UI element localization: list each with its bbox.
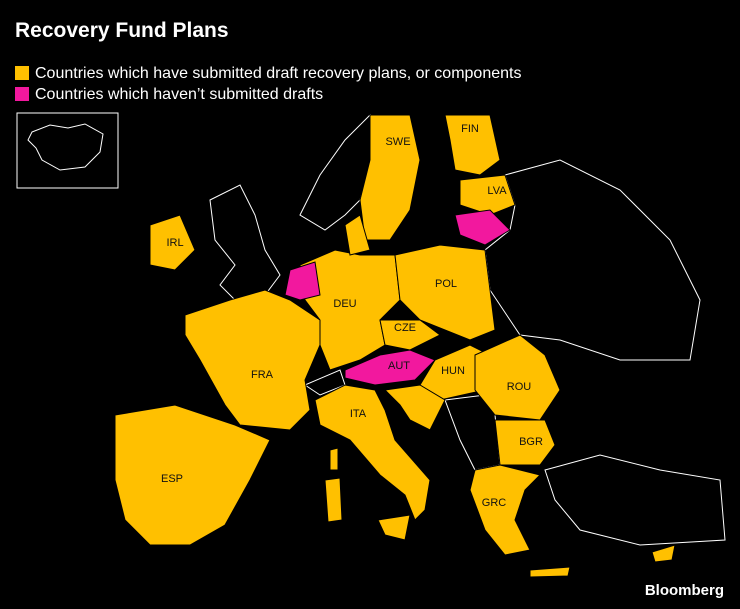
country-label: FIN — [461, 123, 479, 135]
country-label: POL — [435, 278, 457, 290]
country-label: ITA — [350, 408, 367, 420]
country-labels: SWE FIN LVA IRL POL DEU CZE FRA AUT HUN ROU ITA BGR E… — [161, 123, 543, 509]
country-label: ROU — [507, 381, 532, 393]
legend-label: Countries which have submitted draft rec… — [35, 65, 521, 82]
legend-label: Countries which haven’t submitted drafts — [35, 86, 323, 103]
country-label: LVA — [487, 185, 507, 197]
country-label: HUN — [441, 365, 465, 377]
country-label: GRC — [482, 497, 507, 509]
credit: Bloomberg — [645, 582, 724, 599]
country-label: AUT — [388, 360, 410, 372]
country-label: ESP — [161, 473, 183, 485]
country-label: DEU — [333, 298, 356, 310]
title: Recovery Fund Plans — [15, 19, 229, 42]
country-label: SWE — [385, 136, 410, 148]
country-label: CZE — [394, 322, 416, 334]
legend-swatch — [15, 66, 29, 80]
eu-countries — [114, 114, 676, 578]
non-eu-outlines — [209, 113, 726, 546]
legend-swatch — [15, 87, 29, 101]
country-label: BGR — [519, 436, 543, 448]
country-label: IRL — [166, 237, 183, 249]
country-label: FRA — [251, 369, 274, 381]
iceland-inset — [16, 112, 119, 189]
